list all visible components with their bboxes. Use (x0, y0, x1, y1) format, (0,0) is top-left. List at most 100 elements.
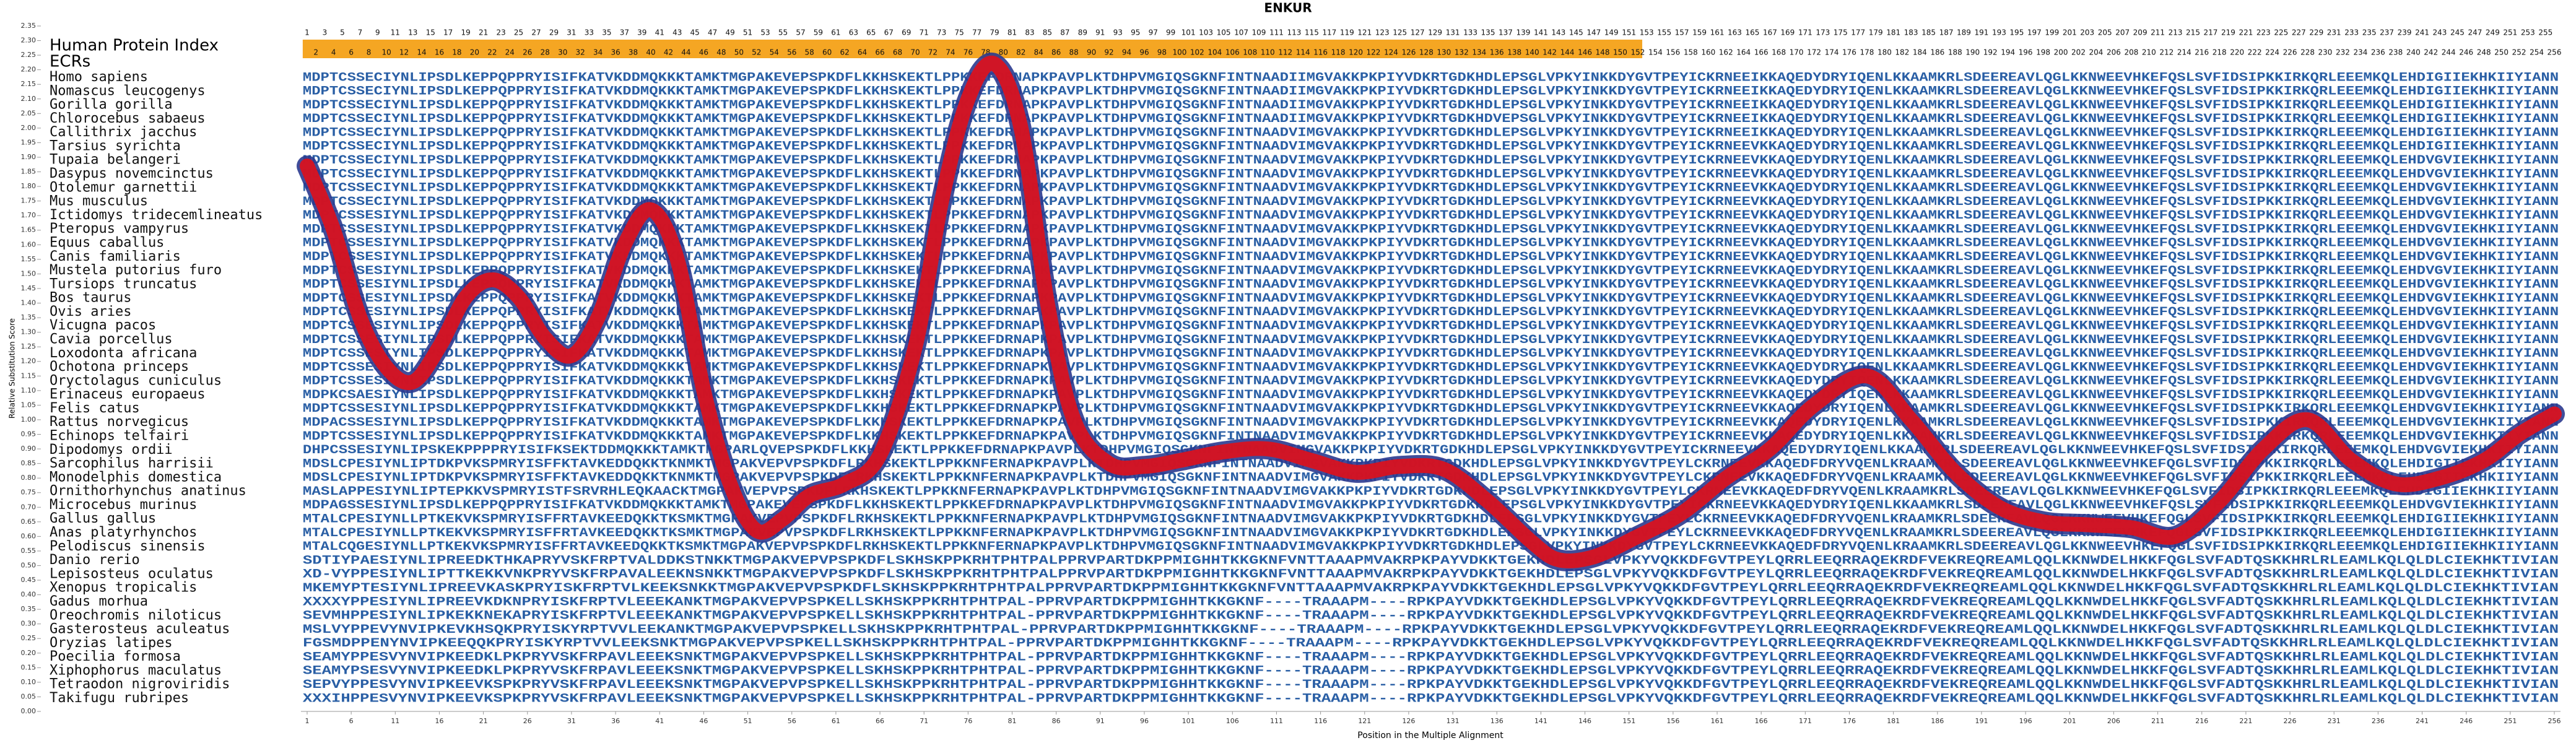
position-label: 211 (2151, 28, 2165, 37)
y-tick-label: 0.75 (21, 489, 37, 497)
position-label: 243 (2433, 28, 2447, 37)
x-tick-label: 156 (1666, 717, 1679, 725)
position-label: 67 (884, 28, 894, 37)
position-label: 93 (1113, 28, 1123, 37)
y-tick-label: 1.20 (21, 357, 37, 365)
position-label: 181 (1886, 28, 1900, 37)
position-label: 109 (1252, 28, 1266, 37)
x-tick-label: 76 (964, 717, 972, 725)
y-tick-label: 0.80 (21, 474, 37, 482)
x-tick-label: 246 (2460, 717, 2473, 725)
position-label: 144 (1560, 48, 1575, 57)
y-tick-label: 0.90 (21, 445, 37, 453)
y-tick-label: 0.70 (21, 503, 37, 511)
alignment-sequence: MDPTCSSESIYNLIPSDLKEPPQPPRYISIFKATVKDDMQ… (303, 264, 2559, 278)
position-label: 85 (1043, 28, 1052, 37)
position-label: 153 (1640, 28, 1654, 37)
alignment-sequence: SEPVYPPESVYNVIPKEEVKSPKPRYVSKFRPAVLEEEKS… (303, 678, 2559, 692)
position-label: 201 (2063, 28, 2077, 37)
position-label: 233 (2344, 28, 2359, 37)
species-name: Mus musculus (50, 194, 148, 209)
position-label: 6 (349, 48, 354, 57)
species-name: Vicugna pacos (50, 318, 156, 333)
position-label: 147 (1586, 28, 1601, 37)
alignment-sequence: SDTIYPAESIYNLIPREEDKTHKAPRYVSKFRPTVALDDK… (303, 554, 2559, 568)
alignment-sequence: MDPTCSSESIYNLIPSDLKEPPQPPRYISIFKATVKDDMQ… (303, 333, 2559, 347)
position-label: 212 (2159, 48, 2174, 57)
species-name: Dipodomys ordii (50, 442, 173, 458)
species-name: Gorilla gorilla (50, 97, 173, 113)
position-label: 216 (2195, 48, 2209, 57)
position-label: 33 (585, 28, 594, 37)
x-tick-label: 6 (349, 717, 354, 725)
position-label: 19 (461, 28, 471, 37)
alignment-sequence: XXXIHPPESVYNVIPKEEVKSPKPRYVSKFRPAVLEEEKS… (303, 692, 2559, 706)
position-label: 34 (593, 48, 603, 57)
alignment-sequence: MDPTCSSESIYNLIPSDLKEPPQPPRYISIFKATVKDDMQ… (303, 278, 2559, 292)
alignment-sequence: DHPCSSESIYNLIPSKEKPPPPRYISIFKSEKTDDMQKKK… (303, 443, 2559, 458)
position-label: 215 (2186, 28, 2200, 37)
position-label: 148 (1596, 48, 1610, 57)
position-label: 18 (452, 48, 461, 57)
position-label: 202 (2071, 48, 2086, 57)
position-label: 204 (2089, 48, 2104, 57)
position-label: 22 (487, 48, 497, 57)
y-tick-label: 2.20 (21, 66, 37, 74)
position-label: 210 (2142, 48, 2156, 57)
species-name: Echinops telfairi (50, 428, 189, 444)
position-label: 99 (1166, 28, 1175, 37)
position-label: 108 (1243, 48, 1257, 57)
x-tick-label: 96 (1140, 717, 1149, 725)
species-name: Poecilia formosa (50, 649, 181, 664)
position-label: 176 (1842, 48, 1856, 57)
position-label: 1 (305, 28, 310, 37)
x-tick-label: 41 (655, 717, 664, 725)
x-tick-label: 231 (2328, 717, 2341, 725)
alignment-sequence: SEAMYPPESVYNVIPKEEDKLPKPRYVSKFRPAVLEEEKS… (303, 650, 2559, 664)
position-label: 57 (796, 28, 805, 37)
position-label: 143 (1551, 28, 1565, 37)
species-name: Lepisosteus oculatus (50, 566, 214, 581)
position-label: 62 (840, 48, 849, 57)
species-name: Anas platyrhynchos (50, 525, 197, 541)
x-tick-label: 241 (2416, 717, 2429, 725)
position-label: 235 (2362, 28, 2377, 37)
position-label: 178 (1860, 48, 1874, 57)
position-label: 193 (1992, 28, 2006, 37)
position-label: 88 (1069, 48, 1078, 57)
position-label: 17 (443, 28, 453, 37)
position-label: 213 (2169, 28, 2183, 37)
position-label: 4 (331, 48, 336, 57)
position-label: 209 (2133, 28, 2147, 37)
position-label: 175 (1834, 28, 1848, 37)
position-label: 61 (831, 28, 840, 37)
position-label: 225 (2274, 28, 2288, 37)
y-tick-label: 0.65 (21, 518, 37, 526)
x-tick-label: 31 (567, 717, 576, 725)
x-tick-label: 256 (2548, 717, 2561, 725)
alignment-sequence: FGSMDPPENYNVIPKEEQQKPRYISKYRPTVVLEEKSNKT… (303, 637, 2559, 651)
y-axis-label: Relative Substitution Score (8, 318, 17, 419)
position-label: 170 (1790, 48, 1804, 57)
species-name: Nomascus leucogenys (50, 83, 206, 98)
alignment-sequence: MDPTCSSECIYNLIPSDLKEPPQPPRYISIFKATVKDDMQ… (303, 167, 2559, 181)
position-label: 237 (2380, 28, 2394, 37)
y-tick-label: 0.10 (21, 678, 37, 686)
species-name: Oryctolagus cuniculus (50, 373, 222, 388)
y-tick-label: 1.25 (21, 342, 37, 350)
position-label: 94 (1122, 48, 1131, 57)
position-label: 173 (1816, 28, 1830, 37)
position-label: 152 (1630, 48, 1645, 57)
y-tick-label: 1.80 (21, 182, 37, 190)
x-tick-label: 221 (2239, 717, 2252, 725)
y-tick-label: 0.55 (21, 547, 37, 555)
position-label: 230 (2318, 48, 2333, 57)
position-label: 10 (381, 48, 391, 57)
position-label: 48 (716, 48, 726, 57)
position-label: 14 (417, 48, 426, 57)
alignment-sequence: MDPTCSSECIYNLIPSDLKEPPQPPRYISIFKATVKDDMQ… (303, 112, 2559, 126)
position-label: 234 (2353, 48, 2367, 57)
position-label: 189 (1957, 28, 1971, 37)
position-label: 126 (1401, 48, 1416, 57)
position-label: 134 (1472, 48, 1486, 57)
